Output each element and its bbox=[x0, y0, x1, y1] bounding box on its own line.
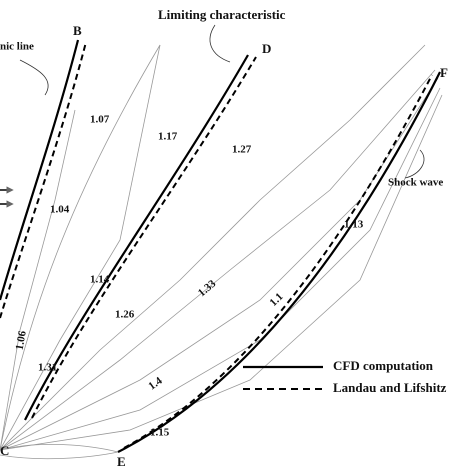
region-label: 1.4 bbox=[146, 375, 165, 393]
sonic-label: nic line bbox=[0, 41, 34, 53]
point-label: E bbox=[117, 454, 126, 469]
point-label: B bbox=[73, 23, 82, 38]
title: Limiting characteristic bbox=[158, 7, 286, 22]
region-label: 1.13 bbox=[344, 219, 364, 231]
region-label: 1.07 bbox=[90, 114, 110, 126]
fan-lines bbox=[0, 44, 443, 460]
region-label: 1.06 bbox=[14, 329, 29, 351]
curves bbox=[0, 39, 441, 453]
region-label: 1.1 bbox=[267, 291, 285, 309]
point-label: F bbox=[440, 65, 448, 80]
legend: CFD computation Landau and Lifshitz bbox=[243, 358, 447, 395]
region-label: 1.15 bbox=[150, 427, 170, 439]
arrows bbox=[0, 186, 14, 208]
region-label: 1.31 bbox=[38, 362, 57, 374]
point-label: C bbox=[0, 443, 9, 458]
callouts bbox=[19, 24, 425, 179]
region-label: 1.14 bbox=[90, 274, 110, 286]
region-label: 1.33 bbox=[196, 277, 219, 299]
region-label: 1.27 bbox=[232, 144, 252, 156]
region-label: 1.26 bbox=[115, 309, 135, 321]
shock-label: Shock wave bbox=[388, 177, 443, 189]
legend-label: CFD computation bbox=[333, 358, 434, 373]
point-label: D bbox=[262, 41, 271, 56]
legend-label: Landau and Lifshitz bbox=[333, 380, 447, 395]
region-label: 1.17 bbox=[158, 131, 178, 143]
region-label: 1.04 bbox=[50, 204, 70, 216]
